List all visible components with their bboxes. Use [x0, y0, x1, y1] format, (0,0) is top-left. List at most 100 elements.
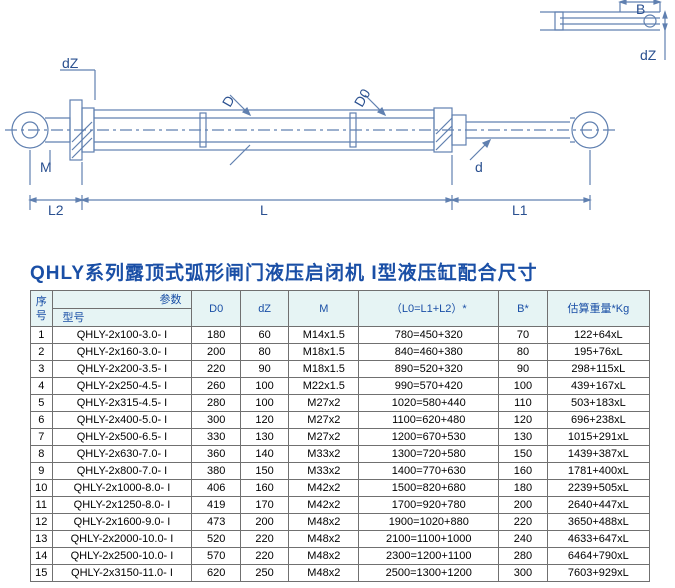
cell-wt: 195+76xL	[547, 344, 649, 361]
cell-d0: 300	[192, 412, 240, 429]
cell-model: QHLY-2x630-7.0- I	[52, 446, 192, 463]
th-b: B*	[499, 291, 547, 327]
cell-d0: 220	[192, 361, 240, 378]
cell-m: M14x1.5	[289, 327, 359, 344]
cell-idx: 11	[31, 497, 53, 514]
cell-wt: 4633+647xL	[547, 531, 649, 548]
cell-m: M18x1.5	[289, 361, 359, 378]
cell-idx: 4	[31, 378, 53, 395]
table-row: 13QHLY-2x2000-10.0- I520220M48x22100=110…	[31, 531, 650, 548]
cell-l0: 990=570+420	[359, 378, 499, 395]
cell-l0: 1020=580+440	[359, 395, 499, 412]
cell-l0: 780=450+320	[359, 327, 499, 344]
label-dZ-left: dZ	[62, 55, 79, 71]
cell-b: 90	[499, 361, 547, 378]
cell-b: 100	[499, 378, 547, 395]
cell-m: M48x2	[289, 514, 359, 531]
table-row: 9QHLY-2x800-7.0- I380150M33x21400=770+63…	[31, 463, 650, 480]
cell-d0: 419	[192, 497, 240, 514]
cell-wt: 3650+488xL	[547, 514, 649, 531]
label-dZ-top: dZ	[640, 47, 657, 63]
cell-model: QHLY-2x1000-8.0- I	[52, 480, 192, 497]
cell-dz: 120	[240, 412, 288, 429]
cell-l0: 1900=1020+880	[359, 514, 499, 531]
cell-model: QHLY-2x800-7.0- I	[52, 463, 192, 480]
cell-idx: 1	[31, 327, 53, 344]
cell-b: 180	[499, 480, 547, 497]
table-row: 5QHLY-2x315-4.5- I280100M27x21020=580+44…	[31, 395, 650, 412]
cell-wt: 1439+387xL	[547, 446, 649, 463]
cell-dz: 200	[240, 514, 288, 531]
cell-dz: 60	[240, 327, 288, 344]
cell-dz: 160	[240, 480, 288, 497]
th-m: M	[289, 291, 359, 327]
cell-l0: 1100=620+480	[359, 412, 499, 429]
cell-wt: 1781+400xL	[547, 463, 649, 480]
cell-idx: 8	[31, 446, 53, 463]
cell-l0: 1700=920+780	[359, 497, 499, 514]
table-row: 2QHLY-2x160-3.0- I20080M18x1.5840=460+38…	[31, 344, 650, 361]
cell-l0: 890=520+320	[359, 361, 499, 378]
cell-b: 120	[499, 412, 547, 429]
cell-b: 150	[499, 446, 547, 463]
cell-model: QHLY-2x2500-10.0- I	[52, 548, 192, 565]
cell-d0: 280	[192, 395, 240, 412]
label-D: D	[219, 93, 238, 110]
th-wt: 估算重量*Kg	[547, 291, 649, 327]
th-d0: D0	[192, 291, 240, 327]
cell-idx: 2	[31, 344, 53, 361]
cell-b: 130	[499, 429, 547, 446]
cell-model: QHLY-2x315-4.5- I	[52, 395, 192, 412]
cell-l0: 1200=670+530	[359, 429, 499, 446]
cell-b: 240	[499, 531, 547, 548]
cell-m: M48x2	[289, 531, 359, 548]
cell-model: QHLY-2x250-4.5- I	[52, 378, 192, 395]
cell-model: QHLY-2x400-5.0- I	[52, 412, 192, 429]
dimension-table: 序号 参数 D0 dZ M （L0=L1+L2）* B* 估算重量*Kg 型号 …	[30, 290, 650, 582]
label-d: d	[475, 159, 483, 175]
cell-d0: 473	[192, 514, 240, 531]
th-dz: dZ	[240, 291, 288, 327]
cell-d0: 570	[192, 548, 240, 565]
cell-b: 80	[499, 344, 547, 361]
cell-d0: 380	[192, 463, 240, 480]
cell-m: M18x1.5	[289, 344, 359, 361]
cell-b: 300	[499, 565, 547, 582]
cell-dz: 100	[240, 378, 288, 395]
cell-idx: 12	[31, 514, 53, 531]
cell-dz: 80	[240, 344, 288, 361]
cell-m: M48x2	[289, 565, 359, 582]
cell-b: 220	[499, 514, 547, 531]
cell-idx: 15	[31, 565, 53, 582]
cell-m: M27x2	[289, 412, 359, 429]
cell-wt: 1015+291xL	[547, 429, 649, 446]
cell-l0: 1400=770+630	[359, 463, 499, 480]
cell-l0: 2100=1100+1000	[359, 531, 499, 548]
cell-dz: 100	[240, 395, 288, 412]
cell-idx: 6	[31, 412, 53, 429]
cell-wt: 7603+929xL	[547, 565, 649, 582]
cell-d0: 406	[192, 480, 240, 497]
cell-m: M22x1.5	[289, 378, 359, 395]
cell-d0: 620	[192, 565, 240, 582]
label-M: M	[40, 159, 52, 175]
table-row: 7QHLY-2x500-6.5- I330130M27x21200=670+53…	[31, 429, 650, 446]
cell-dz: 250	[240, 565, 288, 582]
table-row: 15QHLY-2x3150-11.0- I620250M48x22500=130…	[31, 565, 650, 582]
label-B: B	[636, 1, 645, 17]
cell-model: QHLY-2x1250-8.0- I	[52, 497, 192, 514]
cell-dz: 130	[240, 429, 288, 446]
cell-model: QHLY-2x3150-11.0- I	[52, 565, 192, 582]
cell-dz: 140	[240, 446, 288, 463]
cell-l0: 1300=720+580	[359, 446, 499, 463]
label-D0: D0	[351, 86, 374, 110]
cell-m: M33x2	[289, 446, 359, 463]
table-row: 1QHLY-2x100-3.0- I18060M14x1.5780=450+32…	[31, 327, 650, 344]
cell-b: 280	[499, 548, 547, 565]
hydraulic-cylinder-diagram: B dZ dZ D D0 d M L2 L L1	[0, 0, 675, 250]
cell-wt: 503+183xL	[547, 395, 649, 412]
table-row: 11QHLY-2x1250-8.0- I419170M42x21700=920+…	[31, 497, 650, 514]
label-L2: L2	[48, 202, 64, 218]
cell-wt: 439+167xL	[547, 378, 649, 395]
cell-model: QHLY-2x100-3.0- I	[52, 327, 192, 344]
